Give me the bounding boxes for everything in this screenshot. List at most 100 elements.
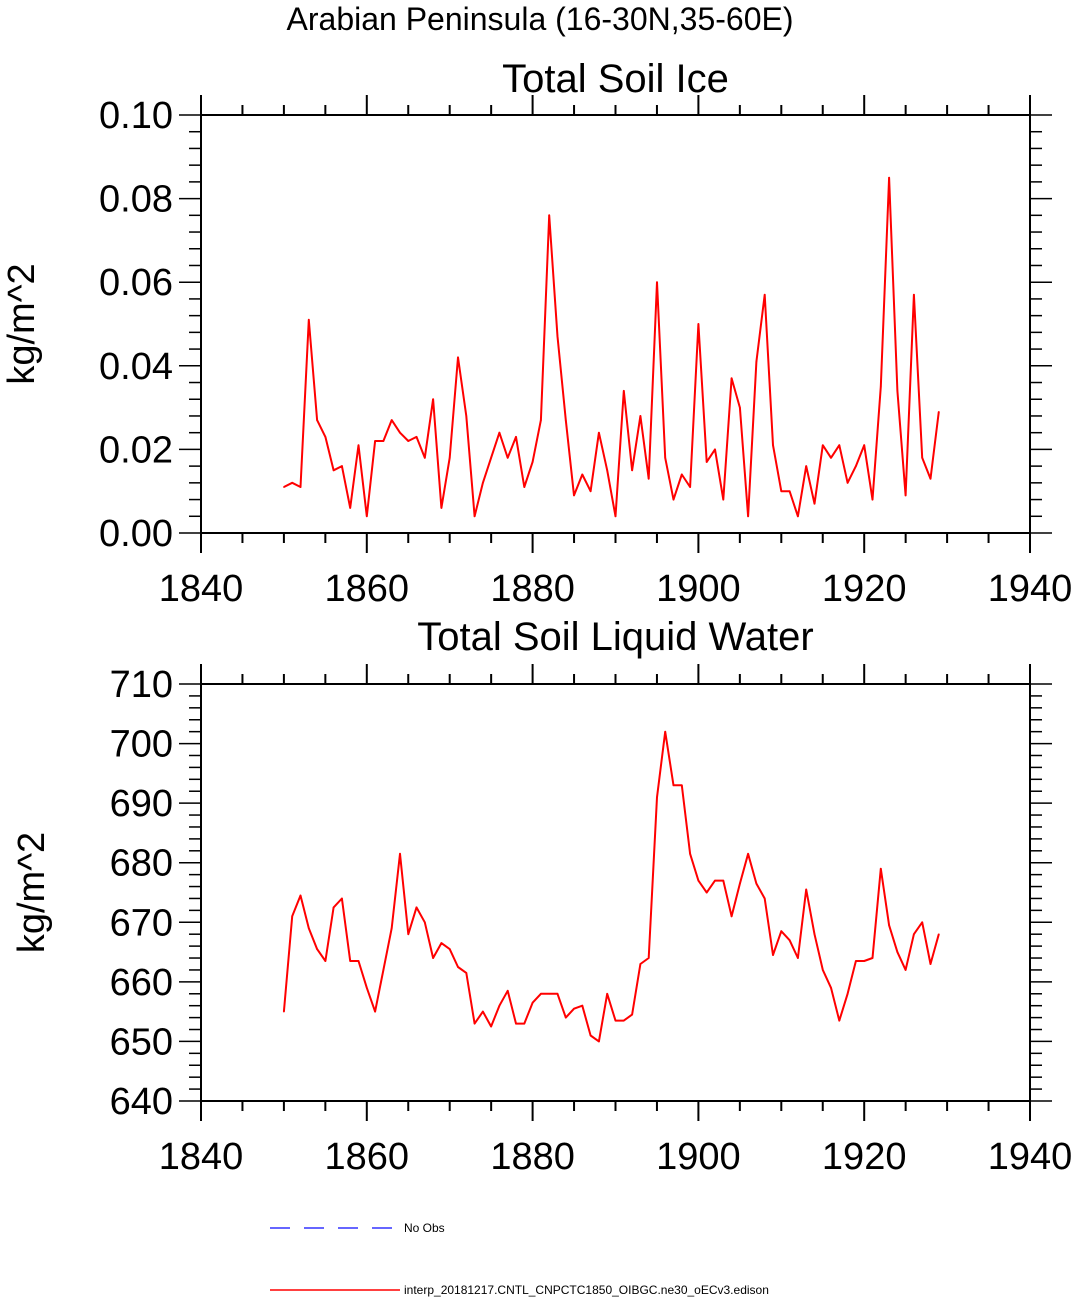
data-point xyxy=(879,385,882,388)
x-tick-label: 1940 xyxy=(988,568,1073,610)
data-point xyxy=(382,440,385,442)
data-point xyxy=(598,1040,600,1043)
data-point xyxy=(382,969,385,971)
data-point xyxy=(432,398,434,401)
y-tick-label: 640 xyxy=(110,1081,173,1123)
x-tick-label: 1880 xyxy=(490,1136,575,1178)
data-point xyxy=(540,992,542,995)
data-point xyxy=(341,465,343,467)
data-point xyxy=(589,1034,592,1037)
data-point xyxy=(283,1010,285,1013)
data-point xyxy=(291,482,293,484)
data-point xyxy=(556,992,559,995)
y-tick-label: 700 xyxy=(110,724,173,766)
data-point xyxy=(631,469,633,472)
data-point xyxy=(913,933,915,935)
data-point xyxy=(921,456,924,459)
data-point xyxy=(424,456,426,459)
data-point xyxy=(780,490,783,493)
data-point xyxy=(374,1010,376,1013)
data-point xyxy=(755,360,758,363)
data-point xyxy=(813,933,816,935)
data-point xyxy=(531,1001,534,1004)
data-point xyxy=(606,992,609,995)
data-point xyxy=(307,927,310,930)
data-point xyxy=(457,966,459,968)
data-point xyxy=(681,473,683,476)
data-point xyxy=(929,963,932,965)
data-point xyxy=(349,507,352,509)
data-point xyxy=(506,456,509,459)
data-point xyxy=(490,456,492,459)
data-point xyxy=(407,440,410,442)
data-point xyxy=(622,390,625,392)
data-point xyxy=(896,951,899,953)
x-tick-label: 1920 xyxy=(822,1136,907,1178)
data-point xyxy=(564,419,567,421)
data-point xyxy=(855,465,857,467)
data-point xyxy=(515,436,517,438)
data-point xyxy=(564,1016,567,1019)
data-point xyxy=(772,954,774,956)
data-point xyxy=(332,906,335,909)
data-point xyxy=(730,915,733,918)
x-tick-label: 1920 xyxy=(822,568,907,610)
data-point xyxy=(473,515,476,518)
data-point xyxy=(399,431,401,434)
data-point xyxy=(291,915,293,918)
data-point xyxy=(440,507,443,509)
data-point xyxy=(830,456,832,459)
x-tick-label: 1940 xyxy=(988,1136,1073,1178)
x-tick-label: 1900 xyxy=(656,568,741,610)
series-line xyxy=(283,176,940,518)
data-point xyxy=(821,969,824,971)
data-point xyxy=(622,1019,625,1022)
data-point xyxy=(888,176,890,179)
data-point xyxy=(681,784,683,787)
data-point xyxy=(863,960,865,962)
data-point xyxy=(614,1019,617,1022)
data-point xyxy=(730,377,733,380)
data-point xyxy=(465,972,468,974)
y-tick-label: 0.06 xyxy=(99,262,173,304)
data-point xyxy=(904,494,907,497)
data-point xyxy=(473,1022,476,1025)
y-axis-label: kg/m^2 xyxy=(11,832,53,953)
data-point xyxy=(399,852,401,855)
y-tick-label: 0.00 xyxy=(99,513,173,555)
y-tick-label: 0.08 xyxy=(99,179,173,221)
data-point xyxy=(664,456,667,459)
data-point xyxy=(432,957,434,959)
data-point xyxy=(390,419,393,421)
y-tick-label: 650 xyxy=(110,1021,173,1063)
data-point xyxy=(498,1004,501,1007)
data-point xyxy=(366,987,368,989)
y-axis-label: kg/m^2 xyxy=(1,263,43,384)
data-point xyxy=(573,494,575,497)
data-point xyxy=(739,406,741,409)
y-tick-label: 670 xyxy=(110,902,173,944)
data-point xyxy=(531,461,534,463)
data-point xyxy=(888,924,890,927)
data-point xyxy=(672,498,675,501)
data-point xyxy=(556,335,559,338)
data-point xyxy=(598,431,600,434)
data-point xyxy=(316,419,318,421)
legend-label-no-obs: No Obs xyxy=(404,1221,445,1235)
data-point xyxy=(830,987,832,989)
data-point xyxy=(614,515,617,518)
data-point xyxy=(871,957,874,959)
data-point xyxy=(581,1004,584,1007)
data-point xyxy=(929,477,932,480)
y-tick-label: 0.02 xyxy=(99,429,173,471)
data-point xyxy=(871,498,874,501)
y-tick-label: 0.10 xyxy=(99,95,173,137)
figure-title: Arabian Peninsula (16-30N,35-60E) xyxy=(287,1,794,37)
x-tick-label: 1900 xyxy=(656,1136,741,1178)
data-point xyxy=(656,796,658,798)
data-point xyxy=(357,444,360,447)
data-point xyxy=(341,897,343,900)
data-point xyxy=(390,927,393,930)
data-point xyxy=(357,960,360,962)
data-point xyxy=(805,888,807,891)
